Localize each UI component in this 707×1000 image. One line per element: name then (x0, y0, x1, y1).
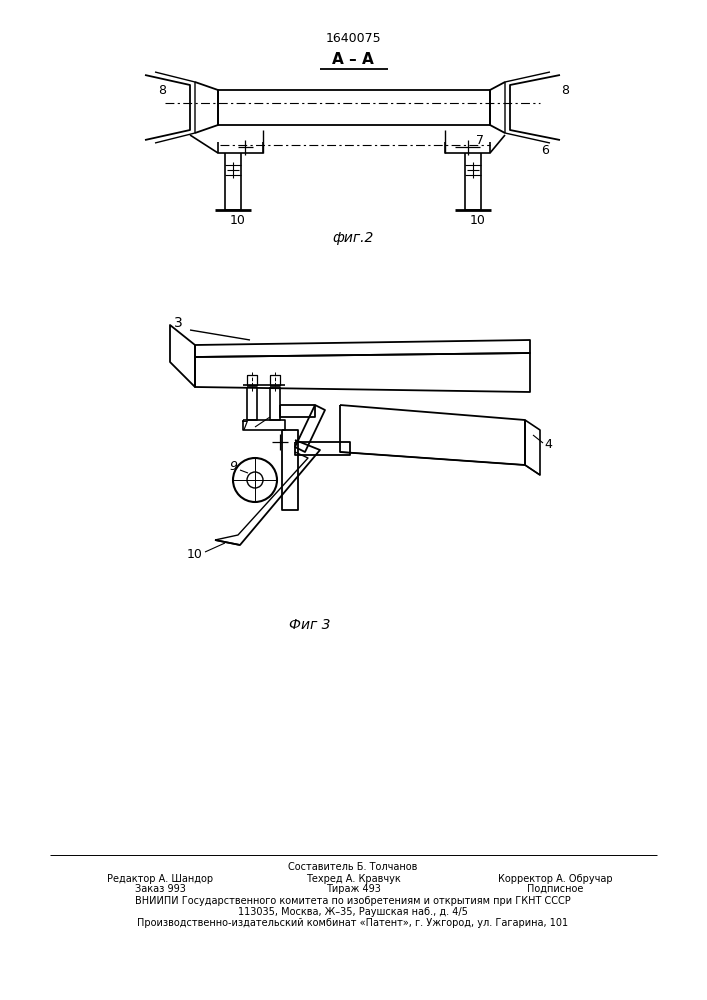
Text: фиг.2: фиг.2 (332, 231, 374, 245)
Text: 6: 6 (541, 143, 549, 156)
Text: 9: 9 (229, 460, 237, 474)
Text: 8: 8 (158, 84, 166, 97)
Text: Техред А. Кравчук: Техред А. Кравчук (305, 874, 400, 884)
Text: 10: 10 (230, 214, 246, 227)
Text: 1640075: 1640075 (325, 31, 381, 44)
Text: Составитель Б. Толчанов: Составитель Б. Толчанов (288, 862, 418, 872)
Text: ВНИИПИ Государственного комитета по изобретениям и открытиям при ГКНТ СССР: ВНИИПИ Государственного комитета по изоб… (135, 896, 571, 906)
Text: 113035, Москва, Ж–35, Раушская наб., д. 4/5: 113035, Москва, Ж–35, Раушская наб., д. … (238, 907, 468, 917)
Text: 7: 7 (241, 420, 249, 434)
Text: 3: 3 (174, 316, 182, 330)
Text: 4: 4 (544, 438, 552, 452)
Text: Подписное: Подписное (527, 884, 583, 894)
Text: 8: 8 (561, 84, 569, 97)
Text: Редактор А. Шандор: Редактор А. Шандор (107, 874, 213, 884)
Text: А – А: А – А (332, 52, 374, 68)
Text: Корректор А. Обручар: Корректор А. Обручар (498, 874, 612, 884)
Text: Заказ 993: Заказ 993 (134, 884, 185, 894)
Text: Производственно-издательский комбинат «Патент», г. Ужгород, ул. Гагарина, 101: Производственно-издательский комбинат «П… (137, 918, 568, 928)
Text: 10: 10 (187, 548, 203, 562)
Text: 7: 7 (476, 133, 484, 146)
Text: Фиг 3: Фиг 3 (289, 618, 331, 632)
Text: 10: 10 (470, 214, 486, 227)
Text: Тираж 493: Тираж 493 (325, 884, 380, 894)
